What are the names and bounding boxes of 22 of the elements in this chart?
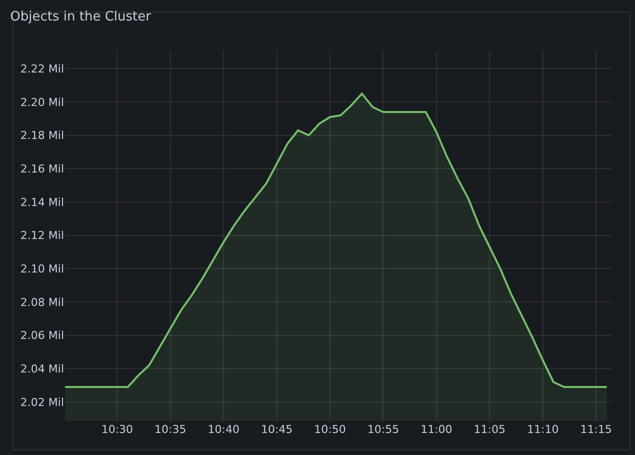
x-tick-label: 10:40: [208, 423, 240, 436]
x-tick-label: 10:35: [154, 423, 186, 436]
y-tick-label: 2.22 Mil: [20, 62, 64, 76]
y-tick-label: 2.02 Mil: [20, 396, 64, 409]
x-tick-label: 10:50: [314, 423, 346, 436]
x-tick-label: 11:10: [527, 423, 559, 436]
y-tick-label: 2.18 Mil: [20, 129, 64, 142]
x-tick-label: 11:15: [580, 423, 612, 436]
x-tick-label: 10:45: [260, 423, 293, 436]
y-tick-label: 2.06 Mil: [20, 329, 64, 342]
x-tick-label: 10:30: [101, 423, 134, 436]
y-tick-label: 2.08 Mil: [20, 296, 64, 309]
chart-title: Objects in the Cluster: [10, 9, 152, 24]
y-tick-label: 2.10 Mil: [20, 262, 64, 276]
y-tick-label: 2.12 Mil: [20, 229, 64, 242]
x-tick-label: 10:55: [367, 423, 400, 436]
x-tick-label: 11:00: [420, 423, 452, 436]
y-tick-label: 2.20 Mil: [20, 96, 64, 109]
y-tick-label: 2.04 Mil: [20, 362, 64, 376]
y-tick-label: 2.16 Mil: [20, 162, 64, 176]
x-tick-label: 11:05: [474, 423, 506, 436]
y-tick-label: 2.14 Mil: [20, 196, 64, 209]
